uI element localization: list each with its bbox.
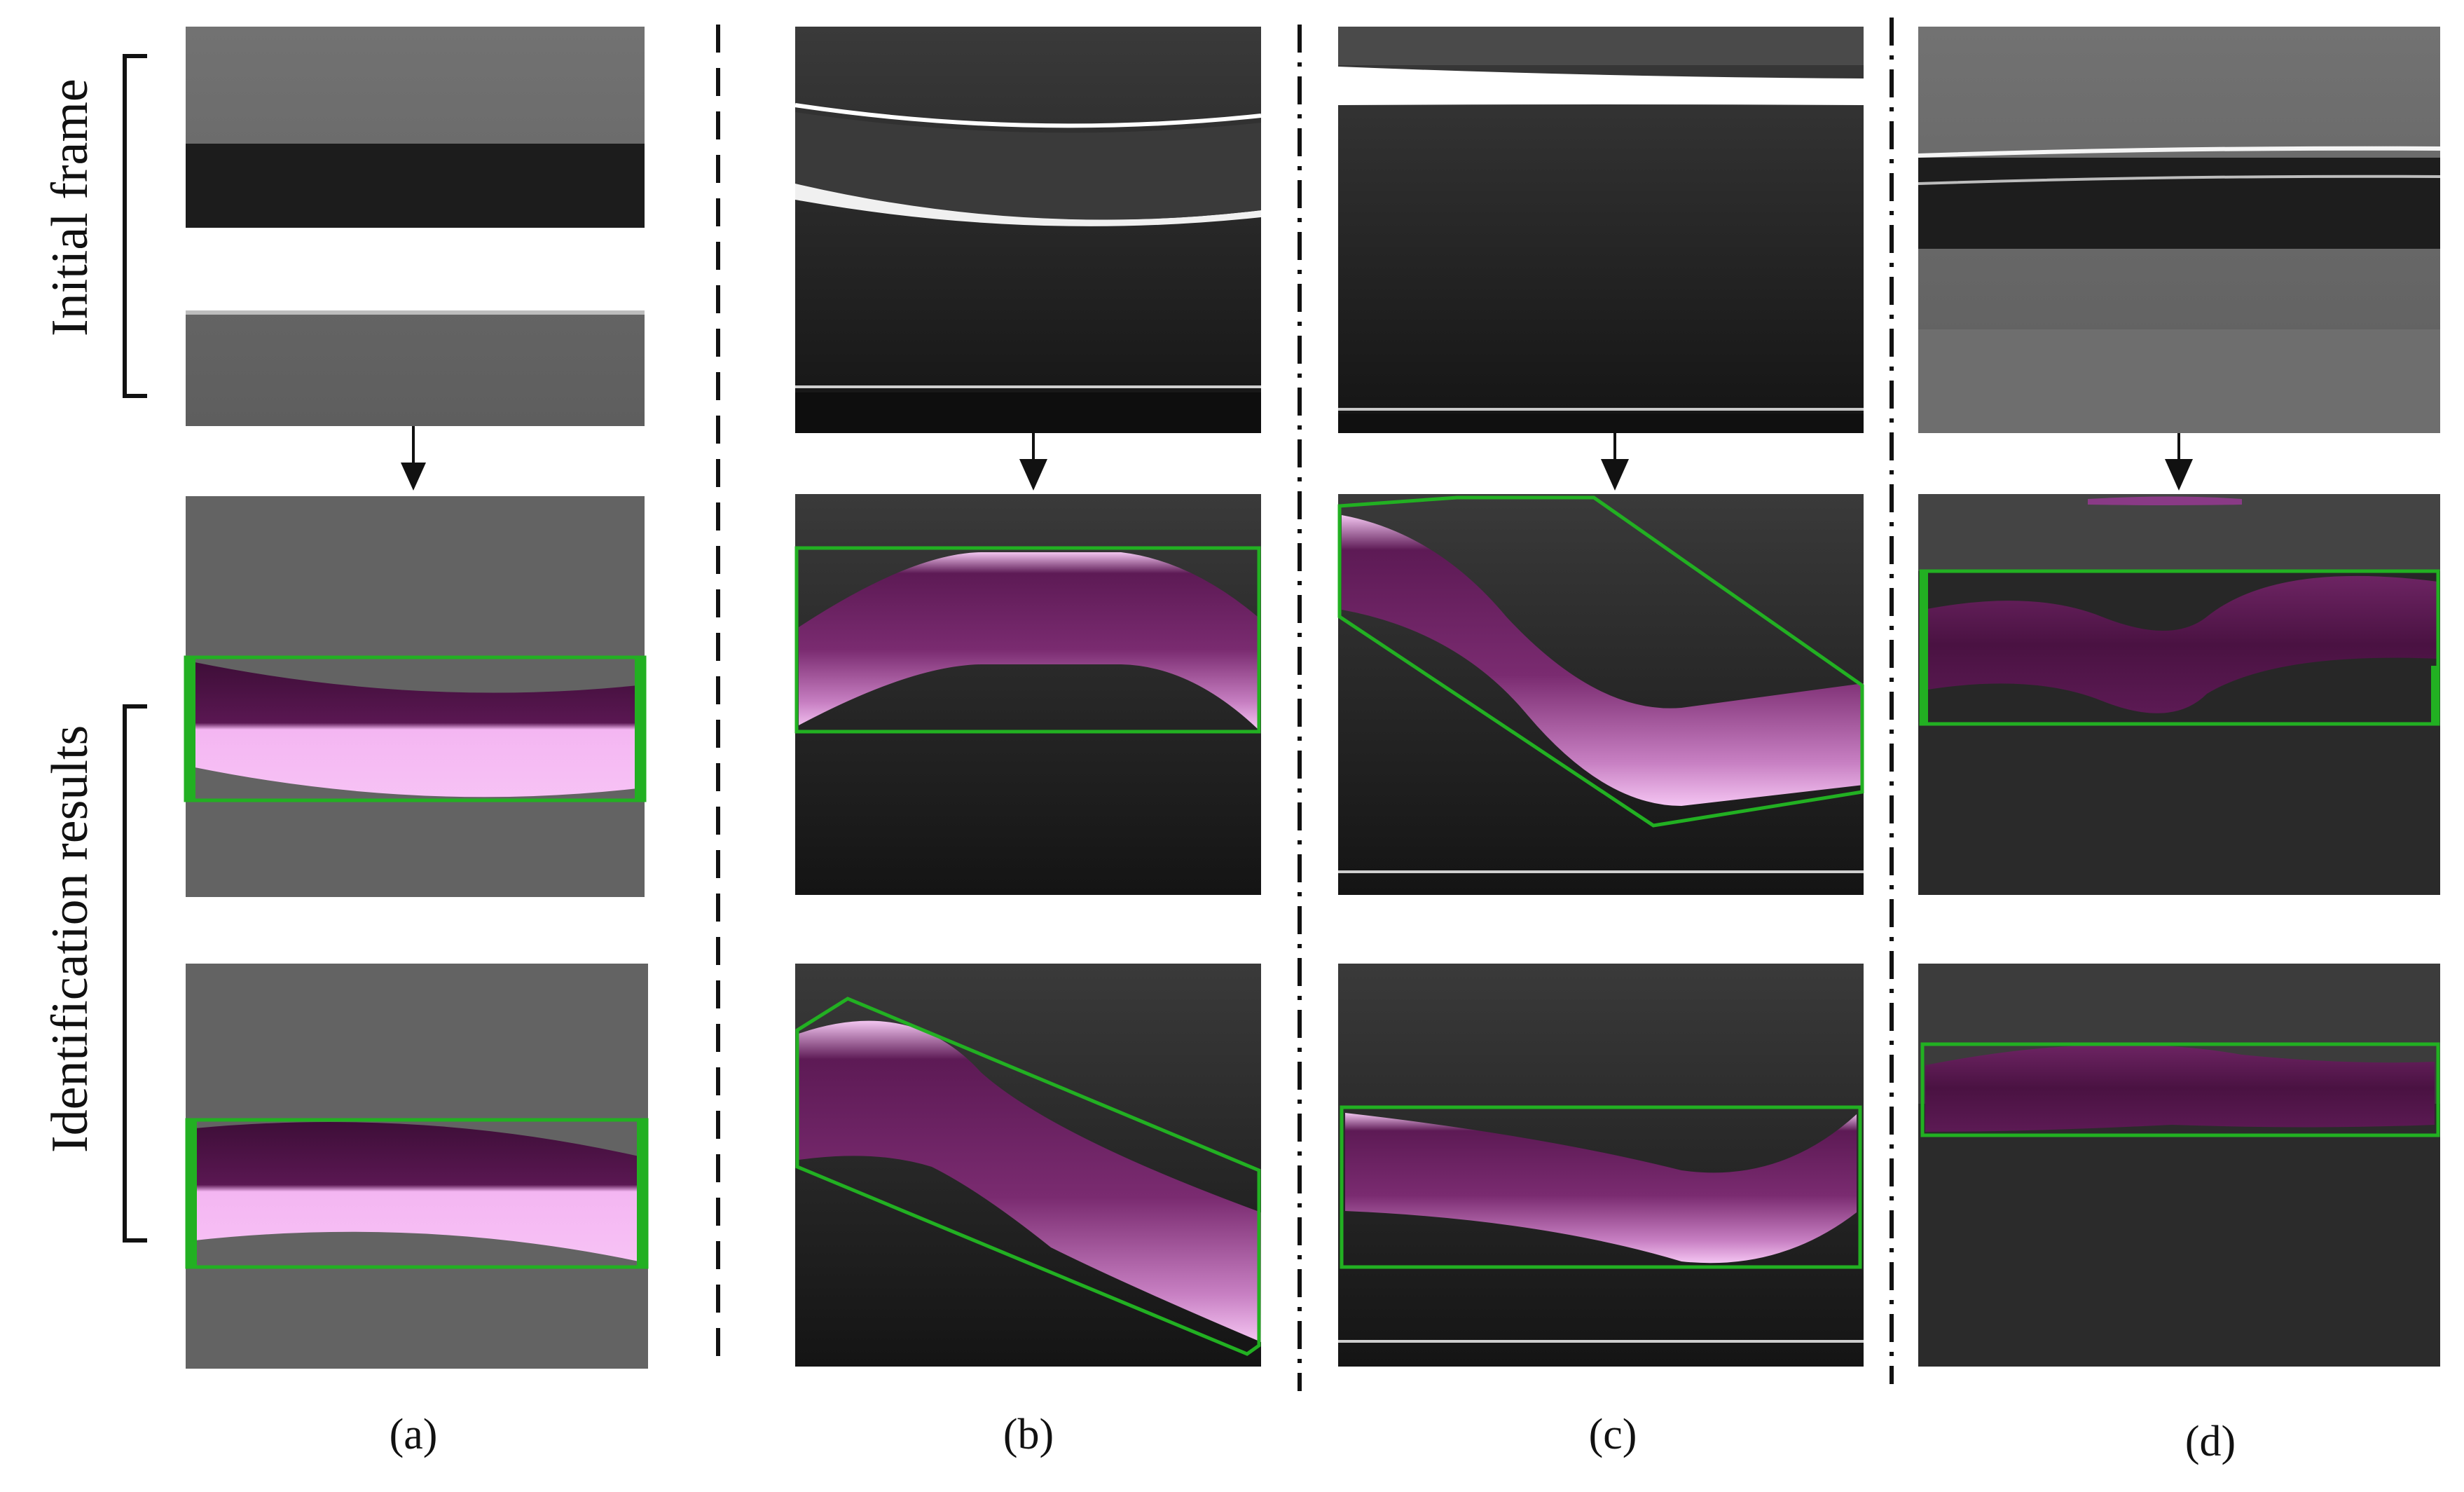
panel-b-result-1 (794, 494, 1261, 895)
column-d (1918, 27, 2441, 1367)
bounding-box (1920, 1042, 2440, 1137)
column-label-b: (b) (1003, 1411, 1054, 1458)
column-b (794, 27, 1262, 1367)
arrow-d (2165, 433, 2193, 491)
panel-c-initial-frame (1338, 27, 1864, 433)
panel-d-result-1 (1918, 494, 2440, 895)
column-label-c: (c) (1588, 1411, 1637, 1458)
panel-d-initial-frame (1918, 27, 2441, 433)
panel-a-result-1 (184, 496, 647, 897)
row-label-identification-results: Identification results (41, 725, 99, 1153)
column-label-a: (a) (389, 1411, 438, 1458)
bounding-box (795, 997, 1261, 1356)
panel-a-initial-frame (186, 27, 645, 426)
arrow-c (1601, 433, 1629, 491)
row-label-initial-frame: Initial frame (41, 78, 99, 336)
panel-b-result-2 (795, 964, 1261, 1367)
arrow-a (401, 426, 426, 491)
bracket-identification-results (123, 704, 147, 1243)
column-label-d: (d) (2184, 1418, 2236, 1465)
bounding-box (1340, 1105, 1862, 1269)
panel-c-result-2 (1338, 964, 1864, 1367)
panel-b-initial-frame (794, 27, 1262, 433)
bracket-initial-frame (123, 54, 147, 398)
panel-c-result-1 (1337, 494, 1864, 895)
panel-d-result-2 (1918, 964, 2440, 1367)
panel-a-result-2 (185, 964, 649, 1369)
column-a (184, 27, 649, 1369)
bounding-box (1337, 495, 1864, 828)
column-c (1337, 27, 1864, 1367)
bounding-box (794, 546, 1261, 734)
arrow-b (1019, 433, 1047, 491)
